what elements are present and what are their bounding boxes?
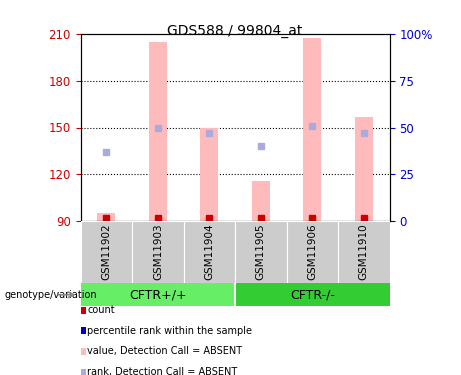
Bar [355,117,373,221]
Text: GSM11905: GSM11905 [256,223,266,280]
Bar [252,181,270,221]
Text: GDS588 / 99804_at: GDS588 / 99804_at [167,24,303,38]
Text: GSM11904: GSM11904 [204,223,214,280]
Text: GSM11910: GSM11910 [359,223,369,280]
Bar [287,221,338,283]
Bar [338,221,390,283]
Text: CFTR-/-: CFTR-/- [290,288,335,301]
Text: GSM11902: GSM11902 [101,223,112,280]
Text: genotype/variation: genotype/variation [5,290,97,300]
Text: value, Detection Call = ABSENT: value, Detection Call = ABSENT [87,346,242,356]
Text: GSM11903: GSM11903 [153,223,163,280]
Bar [183,221,235,283]
Text: CFTR+/+: CFTR+/+ [129,288,187,301]
Bar [97,213,115,221]
Bar [81,221,132,283]
Text: percentile rank within the sample: percentile rank within the sample [87,326,252,336]
Bar [149,42,167,221]
Bar [303,39,321,221]
Bar [132,221,183,283]
Text: GSM11906: GSM11906 [307,223,317,280]
Text: count: count [87,305,115,315]
Bar [235,221,287,283]
Bar [201,128,219,221]
Text: rank, Detection Call = ABSENT: rank, Detection Call = ABSENT [87,367,237,375]
